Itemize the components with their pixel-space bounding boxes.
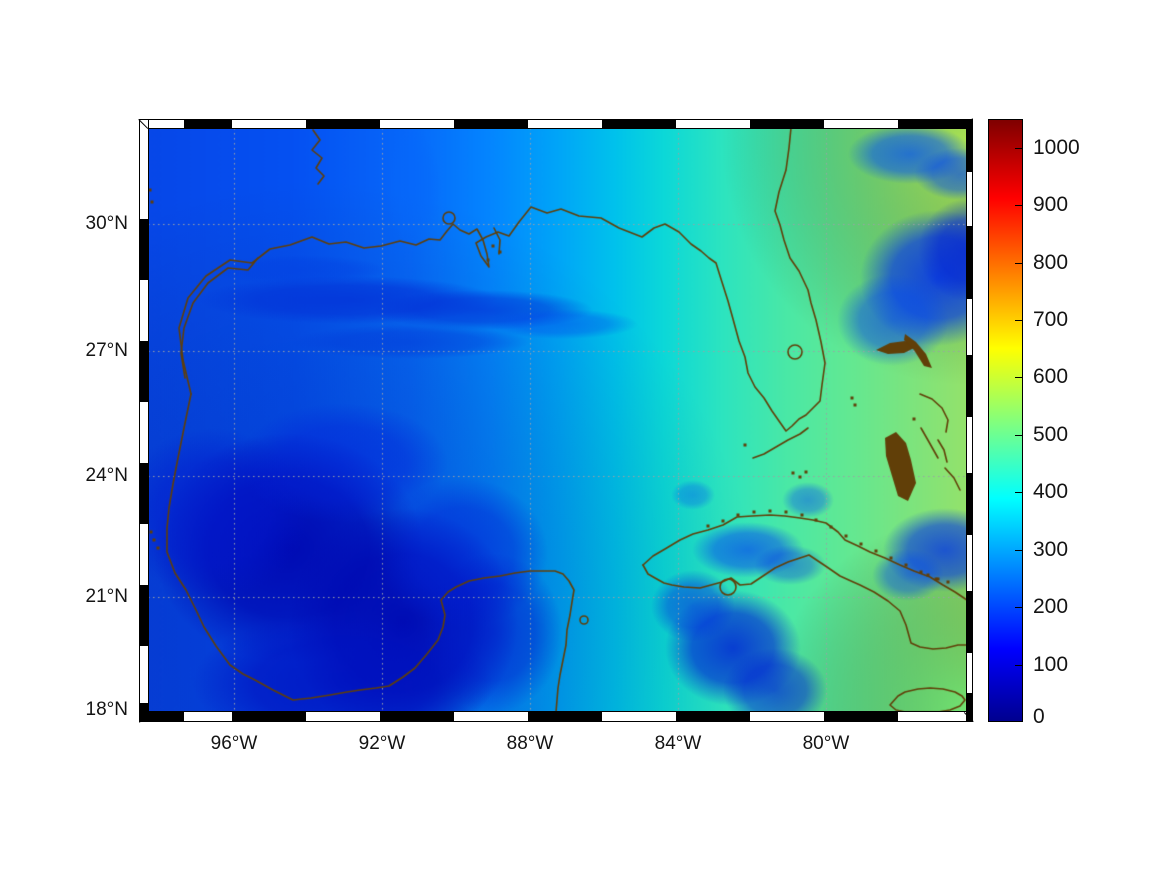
x-tick-label-84W: 84°W [654, 733, 702, 754]
map-frame-top [139, 119, 973, 129]
colorbar [988, 119, 1023, 722]
frame-seg-top [750, 120, 824, 128]
colorbar-label-200: 200 [1033, 595, 1069, 619]
x-tick-label-80W: 80°W [802, 733, 850, 754]
colorbar-tick [1015, 664, 1022, 666]
frame-seg-bottom [232, 712, 306, 721]
frame-seg-right [967, 473, 972, 535]
colorbar-label-700: 700 [1033, 308, 1069, 331]
frame-seg-left [140, 463, 148, 524]
y-tick-label-21N: 21°N [85, 586, 128, 607]
frame-seg-right [967, 591, 972, 653]
x-tick-label-96W: 96°W [210, 733, 258, 754]
frame-seg-bottom [528, 712, 602, 721]
colorbar-tick [1015, 205, 1022, 207]
frame-seg-right [967, 693, 972, 721]
colorbar-tick [1015, 262, 1022, 264]
colorbar-label-500: 500 [1033, 422, 1069, 446]
colorbar-tick [1015, 147, 1022, 149]
colorbar-label-600: 600 [1033, 365, 1069, 389]
y-tick-label-30N: 30°N [85, 213, 128, 234]
colorbar-label-300: 300 [1033, 537, 1069, 561]
y-tick-label-18N: 18°N [85, 699, 128, 720]
colorbar-tick [1015, 320, 1022, 321]
colorbar-tick [1015, 492, 1022, 494]
x-tick-label-88W: 88°W [506, 733, 554, 754]
frame-seg-bottom [676, 712, 750, 721]
colorbar-label-400: 400 [1033, 480, 1069, 504]
gulf-of-mexico-map [148, 128, 967, 712]
frame-seg-top [184, 120, 232, 128]
frame-seg-bottom [380, 712, 454, 721]
colorbar-tick [1015, 434, 1022, 436]
colorbar-label-100: 100 [1033, 652, 1069, 676]
frame-seg-top [306, 120, 380, 128]
colorbar-label-1000: 1000 [1033, 135, 1080, 159]
map-frame-left [139, 119, 149, 722]
frame-seg-right [967, 120, 972, 172]
frame-seg-left [140, 341, 148, 402]
colorbar-tick [1015, 549, 1022, 551]
colorbar-label-900: 900 [1033, 193, 1069, 217]
colorbar-tick [1015, 377, 1022, 379]
colorbar-tick [1015, 607, 1022, 609]
frame-seg-right [967, 226, 972, 299]
colorbar-label-0: 0 [1033, 705, 1045, 728]
x-tick-label-92W: 92°W [358, 733, 406, 754]
frame-seg-left [140, 703, 148, 721]
frame-seg-right [967, 355, 972, 417]
y-tick-label-27N: 27°N [85, 339, 128, 361]
frame-seg-bottom [824, 712, 898, 721]
frame-seg-left [140, 585, 148, 646]
frame-seg-top [454, 120, 528, 128]
frame-seg-top [602, 120, 676, 128]
frame-seg-top [898, 120, 966, 128]
y-tick-label-24N: 24°N [85, 465, 128, 486]
frame-seg-left [140, 219, 148, 280]
frame-seg-bottom [148, 712, 184, 721]
colorbar-label-800: 800 [1033, 250, 1069, 274]
